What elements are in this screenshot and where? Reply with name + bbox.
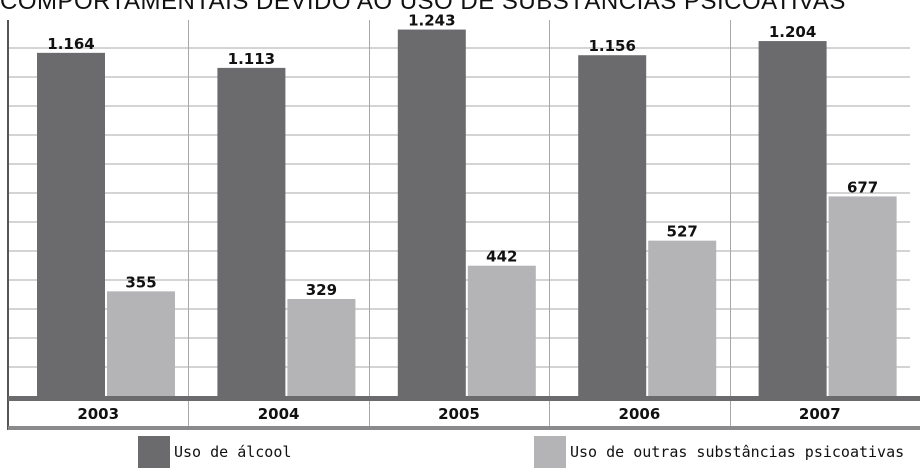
bar-other-substances: [828, 196, 897, 396]
x-axis-line: [8, 396, 920, 401]
category-label: 2006: [619, 405, 661, 423]
legend-swatch-alcohol: [138, 436, 170, 468]
bar-chart: 1.164 355 1.113 329 1.243 442 1.156 527 1.204 677…: [7, 12, 920, 430]
bar-other-substances: [648, 240, 717, 396]
legend-item-alcohol: Uso de álcool: [138, 436, 291, 468]
data-label: 1.243: [408, 12, 455, 30]
data-label: 527: [667, 223, 698, 241]
data-label: 1.164: [47, 35, 94, 53]
bar-other-substances: [467, 265, 536, 396]
legend-swatch-other-substances: [534, 436, 566, 468]
category-label: 2003: [77, 405, 119, 423]
bar-alcohol: [758, 41, 827, 397]
data-label: 442: [486, 248, 517, 266]
x-axis-bottom-rule: [8, 426, 920, 430]
data-label: 329: [306, 281, 337, 299]
legend-label-other-substances: Uso de outras substâncias psicoativas: [570, 443, 905, 461]
legend-label-alcohol: Uso de álcool: [174, 443, 292, 461]
data-label: 1.204: [769, 23, 816, 41]
data-label: 1.113: [228, 50, 275, 68]
category-label: 2005: [438, 405, 480, 423]
data-label: 1.156: [588, 37, 635, 55]
legend-item-other-substances: Uso de outras substâncias psicoativas: [534, 436, 904, 468]
bar-other-substances: [107, 291, 175, 396]
category-label: 2004: [258, 405, 300, 423]
chart-title: COMPORTAMENTAIS DEVIDO AO USO DE SUBSTÂN…: [0, 0, 846, 15]
bar-other-substances: [287, 299, 356, 396]
bar-alcohol: [217, 67, 286, 396]
bar-alcohol: [397, 29, 466, 397]
data-label: 677: [847, 178, 878, 196]
category-label: 2007: [799, 405, 841, 423]
bar-alcohol: [37, 52, 105, 397]
data-label: 355: [125, 273, 156, 291]
bar-alcohol: [578, 55, 647, 396]
legend: Uso de álcool Uso de outras substâncias …: [0, 433, 920, 471]
